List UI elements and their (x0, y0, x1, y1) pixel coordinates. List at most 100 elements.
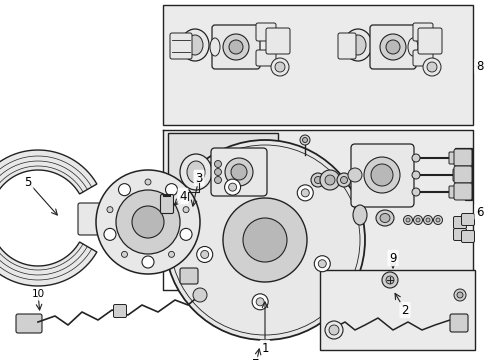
Ellipse shape (376, 210, 394, 226)
FancyBboxPatch shape (338, 33, 356, 59)
Bar (168, 133, 278, 213)
Circle shape (166, 184, 177, 195)
Circle shape (180, 228, 192, 240)
Circle shape (414, 216, 422, 225)
FancyBboxPatch shape (454, 183, 472, 200)
Ellipse shape (210, 38, 220, 56)
Circle shape (275, 62, 285, 72)
Circle shape (371, 164, 393, 186)
FancyBboxPatch shape (266, 28, 290, 54)
Circle shape (412, 188, 420, 196)
Polygon shape (455, 148, 472, 200)
Circle shape (201, 251, 209, 258)
Ellipse shape (180, 154, 212, 190)
FancyBboxPatch shape (453, 169, 465, 181)
Circle shape (301, 189, 309, 197)
Circle shape (318, 260, 326, 268)
FancyBboxPatch shape (413, 23, 433, 41)
FancyBboxPatch shape (212, 25, 260, 69)
FancyBboxPatch shape (211, 148, 267, 196)
Circle shape (225, 158, 253, 186)
Circle shape (297, 185, 313, 201)
FancyBboxPatch shape (256, 50, 276, 66)
Ellipse shape (353, 205, 367, 225)
Circle shape (416, 218, 420, 222)
Circle shape (412, 171, 420, 179)
Circle shape (223, 34, 249, 60)
Circle shape (196, 247, 213, 262)
Circle shape (252, 294, 268, 310)
Text: 4: 4 (179, 189, 187, 202)
FancyBboxPatch shape (114, 305, 126, 318)
Bar (163, 5, 473, 125)
Text: 8: 8 (476, 59, 484, 72)
FancyBboxPatch shape (450, 314, 468, 332)
Circle shape (311, 173, 325, 187)
Circle shape (364, 157, 400, 193)
FancyBboxPatch shape (454, 149, 472, 166)
Circle shape (423, 216, 433, 225)
Text: 10: 10 (31, 289, 45, 299)
Bar (320, 270, 475, 350)
Ellipse shape (350, 35, 366, 55)
Circle shape (116, 190, 180, 254)
Ellipse shape (187, 35, 203, 55)
Circle shape (337, 173, 351, 187)
Circle shape (426, 218, 430, 222)
Circle shape (434, 216, 442, 225)
Circle shape (403, 216, 413, 225)
Text: 6: 6 (476, 206, 484, 219)
Circle shape (223, 198, 307, 282)
FancyBboxPatch shape (78, 203, 102, 235)
Ellipse shape (380, 213, 390, 222)
Circle shape (119, 184, 130, 195)
Circle shape (256, 298, 264, 306)
Circle shape (215, 176, 221, 184)
Circle shape (302, 138, 308, 143)
FancyBboxPatch shape (170, 33, 192, 59)
Circle shape (382, 272, 398, 288)
Text: 2: 2 (401, 303, 409, 316)
Circle shape (229, 40, 243, 54)
Circle shape (107, 207, 113, 213)
Circle shape (454, 289, 466, 301)
Circle shape (96, 170, 200, 274)
Circle shape (412, 154, 420, 162)
Circle shape (329, 325, 339, 335)
FancyBboxPatch shape (351, 144, 414, 207)
Circle shape (243, 218, 287, 262)
Circle shape (165, 140, 365, 340)
FancyBboxPatch shape (413, 50, 433, 66)
Ellipse shape (408, 38, 418, 56)
Circle shape (193, 288, 207, 302)
Circle shape (386, 40, 400, 54)
Circle shape (325, 321, 343, 339)
FancyBboxPatch shape (462, 230, 474, 243)
Circle shape (142, 256, 154, 268)
FancyBboxPatch shape (161, 194, 173, 213)
FancyBboxPatch shape (454, 166, 472, 183)
Circle shape (132, 206, 164, 238)
Circle shape (314, 256, 330, 272)
Circle shape (215, 168, 221, 175)
Circle shape (386, 276, 394, 284)
Circle shape (183, 207, 189, 213)
FancyBboxPatch shape (418, 28, 442, 54)
Circle shape (436, 218, 440, 222)
Circle shape (427, 62, 437, 72)
Text: 5: 5 (24, 175, 32, 189)
FancyBboxPatch shape (256, 23, 276, 41)
FancyBboxPatch shape (180, 268, 198, 284)
Circle shape (104, 228, 116, 240)
Circle shape (341, 176, 347, 184)
FancyBboxPatch shape (449, 186, 461, 198)
Circle shape (300, 135, 310, 145)
FancyBboxPatch shape (454, 216, 466, 229)
Polygon shape (163, 130, 473, 290)
Text: 1: 1 (261, 342, 269, 355)
Circle shape (315, 176, 321, 184)
Circle shape (325, 175, 335, 185)
Circle shape (122, 251, 127, 257)
Circle shape (271, 58, 289, 76)
Polygon shape (163, 220, 300, 290)
